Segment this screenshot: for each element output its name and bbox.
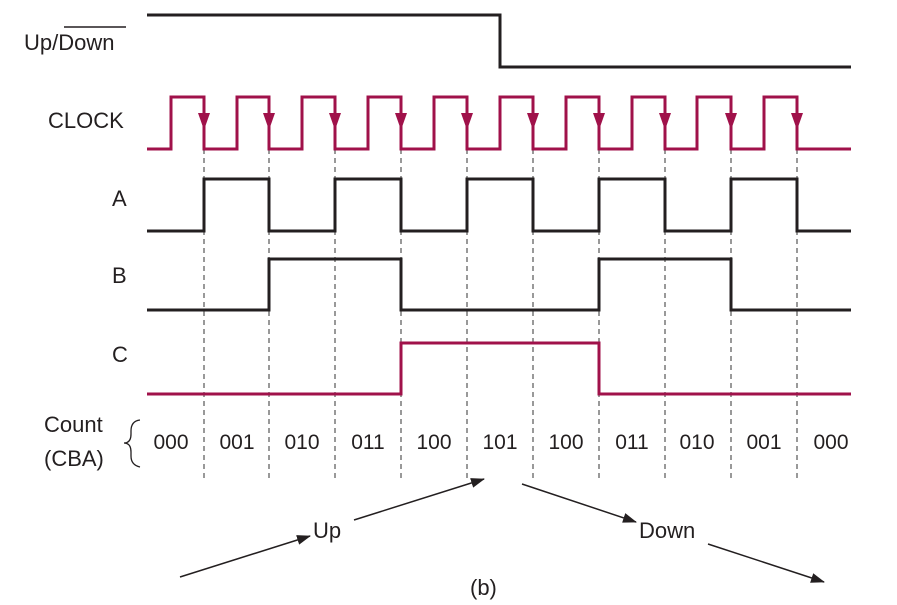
clock-waveform <box>147 95 851 151</box>
count-value: 010 <box>679 431 714 454</box>
count-values: 000 001 010 011 100 101 100 011 010 001 000 <box>153 431 848 454</box>
edge-guides <box>203 149 798 478</box>
count-value: 100 <box>548 431 583 454</box>
down-arrow-lower <box>707 543 825 583</box>
b-waveform <box>147 257 851 312</box>
clock-edge-arrow <box>263 113 275 130</box>
figure-caption: (b) <box>470 575 497 600</box>
clock-edge-arrow <box>461 113 473 130</box>
c-waveform <box>147 341 851 396</box>
clock-label: CLOCK <box>48 108 124 133</box>
updown-label: Up/Down <box>24 30 115 55</box>
count-value: 101 <box>482 431 517 454</box>
c-label: C <box>112 342 128 367</box>
clock-edge-arrow <box>659 113 671 130</box>
count-value: 000 <box>153 431 188 454</box>
a-waveform <box>147 177 851 233</box>
up-label: Up <box>313 518 341 543</box>
clock-edge-arrows <box>198 113 803 130</box>
clock-edge-arrow <box>791 113 803 130</box>
updown-waveform <box>147 13 851 69</box>
count-label-line1: Count <box>44 412 103 437</box>
updown-overbar-text: Down <box>58 30 114 55</box>
down-label: Down <box>639 518 695 543</box>
count-value: 100 <box>416 431 451 454</box>
count-value: 010 <box>284 431 319 454</box>
clock-edge-arrow <box>593 113 605 130</box>
up-arrow-lower <box>179 535 311 578</box>
b-label: B <box>112 263 127 288</box>
clock-edge-arrow <box>527 113 539 130</box>
clock-edge-arrow <box>725 113 737 130</box>
count-label-line2: (CBA) <box>44 446 104 471</box>
count-value: 000 <box>813 431 848 454</box>
count-value: 001 <box>219 431 254 454</box>
clock-edge-arrow <box>329 113 341 130</box>
count-brace <box>123 419 141 468</box>
clock-edge-arrow <box>198 113 210 130</box>
up-arrow-upper <box>353 478 485 521</box>
a-label: A <box>112 186 127 211</box>
count-value: 001 <box>746 431 781 454</box>
count-value: 011 <box>615 431 648 454</box>
down-arrow-upper <box>521 483 637 523</box>
clock-edge-arrow <box>395 113 407 130</box>
count-value: 011 <box>351 431 384 454</box>
